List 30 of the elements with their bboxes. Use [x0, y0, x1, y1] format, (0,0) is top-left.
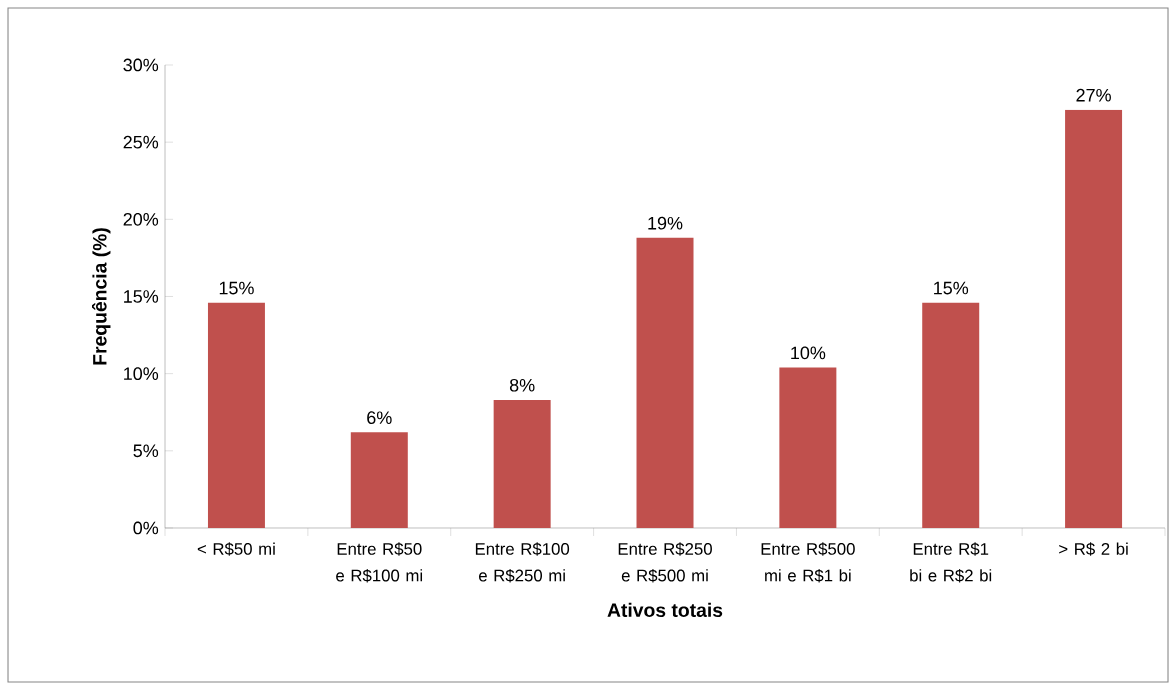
x-tick-label: < R$50 mi	[197, 542, 275, 556]
data-label: 15%	[934, 281, 969, 295]
y-tick-label: 0%	[133, 521, 159, 535]
y-tick-label: 30%	[123, 58, 159, 72]
data-label: 6%	[367, 411, 392, 425]
bar	[493, 399, 551, 528]
x-tick-label: Entre R$500 mi e R$1 bi	[761, 542, 855, 583]
y-tick-label: 25%	[123, 135, 159, 149]
data-label: 27%	[1076, 88, 1111, 102]
y-tick-label: 5%	[133, 444, 159, 458]
data-label: 19%	[648, 216, 683, 230]
x-tick-label: Entre R$100 e R$250 mi	[475, 542, 570, 583]
bar	[207, 302, 265, 528]
data-label: 10%	[791, 346, 826, 360]
x-tick-label: Entre R$250 e R$500 mi	[618, 542, 712, 583]
bar	[1065, 109, 1123, 528]
data-label: 8%	[509, 378, 535, 392]
y-tick-label: 15%	[124, 290, 159, 303]
bar	[779, 367, 837, 528]
x-tick-label: Entre R$50 e R$100 mi	[336, 542, 423, 583]
x-tick-label: Entre R$1 bi e R$2 bi	[910, 542, 992, 583]
bar	[922, 302, 980, 528]
x-tick-label: > R$ 2 bi	[1059, 542, 1128, 556]
bar	[636, 237, 694, 528]
y-tick-label: 20%	[123, 212, 159, 226]
y-axis-title: Frequência (%)	[91, 228, 111, 365]
x-axis-title: Ativos totais	[607, 602, 723, 617]
y-tick-label: 10%	[124, 367, 159, 381]
bar	[350, 432, 408, 528]
data-label: 15%	[219, 281, 254, 295]
